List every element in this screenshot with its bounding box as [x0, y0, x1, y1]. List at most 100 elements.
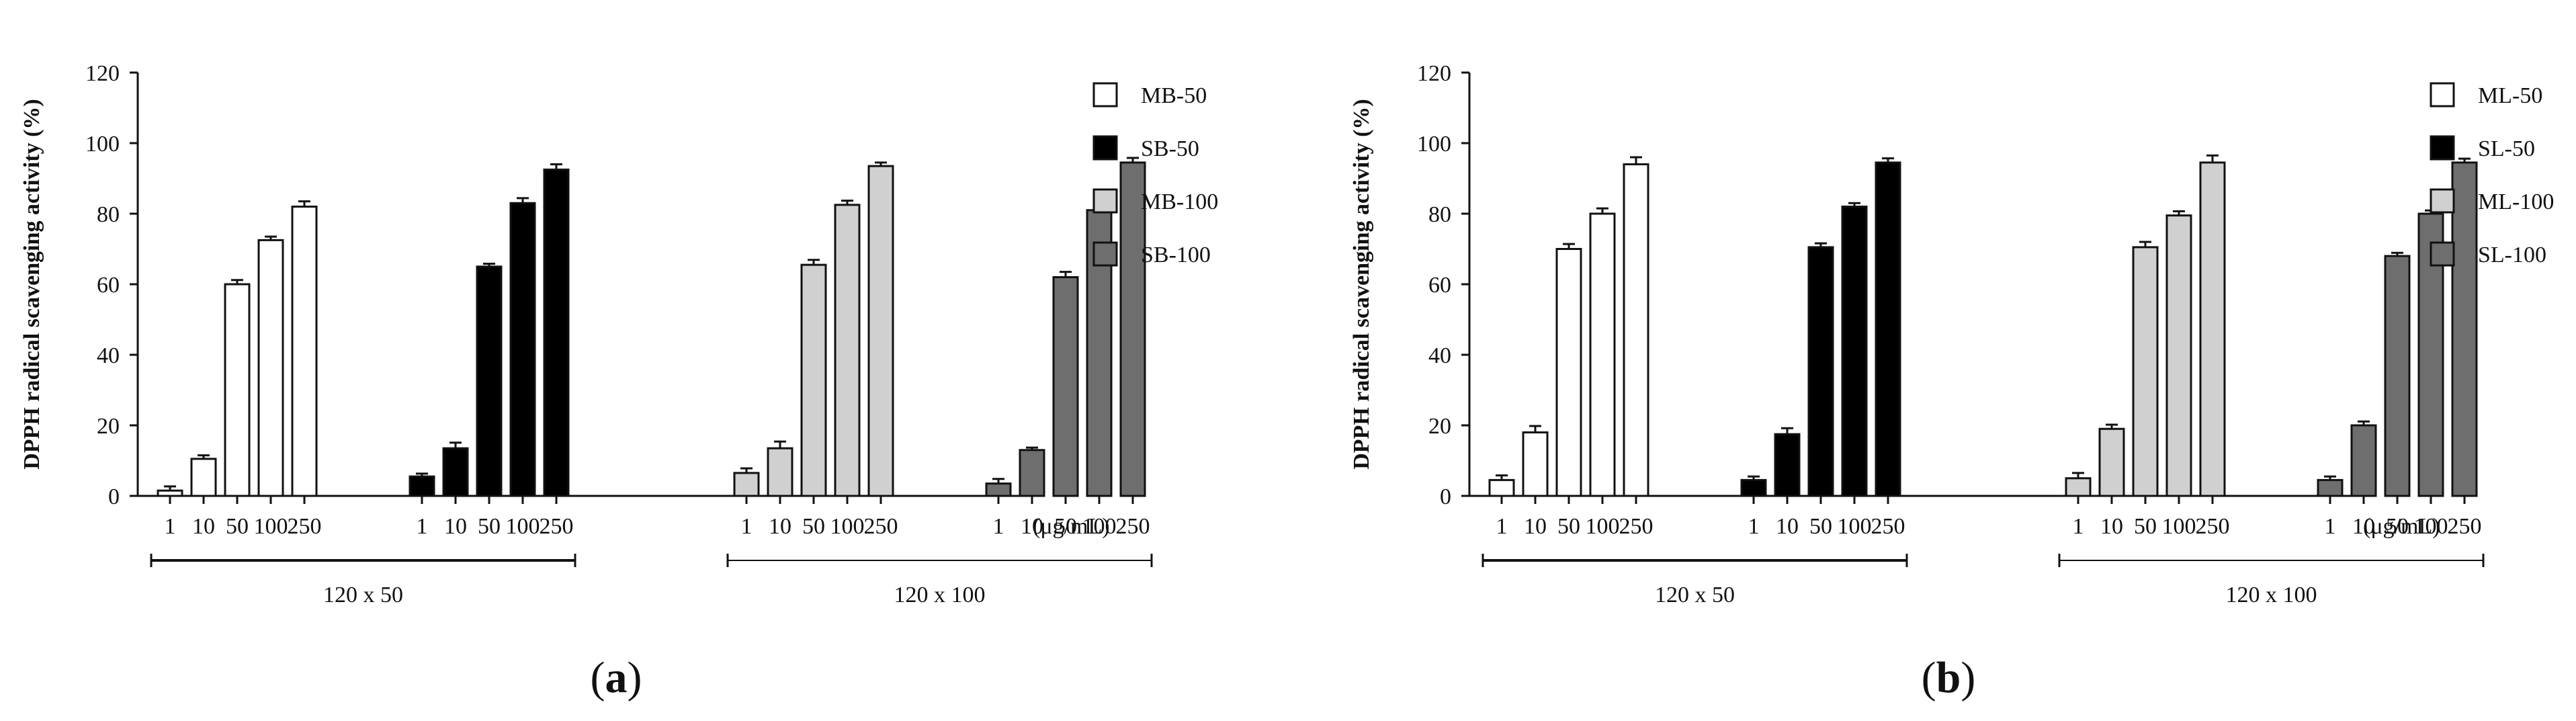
x-tick-label: 50	[226, 514, 249, 539]
x-tick-label: 1	[2325, 514, 2336, 539]
x-tick-label: 10	[2100, 514, 2123, 539]
x-tick-label: 10	[1524, 514, 1547, 539]
y-axis-title: DPPH radical scavenging activity (%)	[19, 99, 44, 469]
bar	[2065, 477, 2092, 497]
bar	[224, 283, 251, 497]
bar	[1488, 478, 1515, 497]
y-tick-label: 0	[108, 484, 120, 509]
legend-swatch	[1092, 135, 1118, 161]
x-tick-label: 1	[1748, 514, 1760, 539]
y-tick-label: 60	[97, 273, 120, 298]
legend-swatch	[2430, 241, 2455, 267]
legend-swatch	[2430, 188, 2455, 214]
x-tick-label: 50	[1054, 514, 1077, 539]
y-axis-title: DPPH radical scavenging activity (%)	[1349, 99, 1374, 469]
bar	[543, 168, 570, 497]
x-tick-label: 250	[864, 514, 898, 539]
x-tick-label: 1	[2073, 514, 2084, 539]
bar	[1019, 449, 1045, 497]
bar	[291, 206, 318, 497]
bar	[867, 165, 894, 497]
legend-swatch	[2430, 82, 2455, 108]
y-tick-label: 80	[1428, 202, 1451, 227]
bar	[509, 202, 536, 497]
legend-label: ML-50	[2478, 83, 2542, 108]
bar	[2384, 255, 2411, 497]
x-tick-label: 10	[769, 514, 791, 539]
bar	[800, 263, 827, 497]
legend-swatch	[1092, 241, 1118, 267]
y-tick-label: 0	[1440, 484, 1451, 509]
legend-label: SL-100	[2478, 243, 2546, 267]
bar	[1740, 478, 1767, 497]
bar	[442, 447, 469, 497]
x-tick-label: 10	[444, 514, 467, 539]
bar	[1841, 206, 1868, 497]
x-tick-label: 100	[2162, 514, 2196, 539]
x-tick-label: 10	[1021, 514, 1043, 539]
y-tick-label: 40	[97, 343, 120, 368]
y-tick-label: 20	[97, 414, 120, 439]
x-tick-label: 50	[478, 514, 501, 539]
y-tick-label: 80	[97, 202, 120, 227]
bar	[1623, 163, 1649, 497]
legend-label: SB-50	[1141, 136, 1199, 161]
x-tick-label: 50	[2386, 514, 2409, 539]
bar	[1589, 212, 1616, 497]
x-tick-label: 250	[1619, 514, 1654, 539]
x-tick-label: 100	[1838, 514, 1872, 539]
x-tick-label: 50	[802, 514, 825, 539]
bar	[767, 447, 793, 497]
x-tick-label: 1	[165, 514, 176, 539]
panel-label: (a)	[591, 653, 642, 702]
x-tick-label: 250	[1871, 514, 1905, 539]
y-tick-label: 60	[1428, 273, 1451, 298]
bar	[1875, 161, 1901, 497]
x-tick-label: 250	[2196, 514, 2230, 539]
panel-label: (b)	[1922, 653, 1976, 702]
bar	[2098, 427, 2125, 497]
x-tick-label: 250	[288, 514, 322, 539]
bar	[2132, 246, 2159, 497]
x-tick-label: 1	[993, 514, 1004, 539]
bar	[1119, 161, 1146, 497]
bar	[1522, 431, 1549, 497]
x-tick-label: 100	[1586, 514, 1620, 539]
panel-a: 0 20 40 60 80 100 120 DPPH radical scavenging a…	[19, 61, 1218, 702]
y-tick-label: 40	[1428, 343, 1451, 368]
x-tick-label: 250	[1116, 514, 1150, 539]
bar	[2165, 214, 2192, 497]
legend-swatch	[1092, 82, 1118, 108]
x-tick-label: 50	[1557, 514, 1580, 539]
x-tick-label: 100	[506, 514, 540, 539]
x-tick-label: 250	[540, 514, 574, 539]
x-tick-label: 100	[830, 514, 865, 539]
bar	[157, 489, 183, 497]
legend-label: SB-100	[1141, 243, 1211, 267]
bar	[2199, 161, 2226, 497]
legend-label: MB-100	[1141, 189, 1218, 214]
legend-label: ML-100	[2478, 189, 2554, 214]
x-tick-label: 10	[1776, 514, 1799, 539]
bar	[733, 472, 760, 497]
x-tick-label: 250	[2448, 514, 2482, 539]
x-tick-label: 50	[2134, 514, 2157, 539]
bar	[985, 482, 1012, 497]
bar	[1052, 276, 1079, 497]
x-tick-label: 10	[2352, 514, 2375, 539]
x-tick-label: 100	[254, 514, 288, 539]
x-tick-label: 1	[741, 514, 753, 539]
group-label: 120 x 50	[323, 583, 403, 607]
group-label: 120 x 50	[1655, 583, 1735, 607]
group-label: 120 x 100	[2226, 583, 2317, 607]
bar	[1555, 248, 1582, 497]
bar	[834, 204, 861, 497]
bar	[1774, 433, 1801, 497]
group-label: 120 x 100	[894, 583, 986, 607]
x-unit-label: (μg/mL)	[2363, 514, 2440, 539]
y-tick-label: 20	[1428, 414, 1451, 439]
x-tick-label: 1	[1496, 514, 1508, 539]
panel-b: 0 20 40 60 80 100 120 DPPH radical scavenging a…	[1349, 61, 2554, 702]
bar	[476, 265, 503, 497]
